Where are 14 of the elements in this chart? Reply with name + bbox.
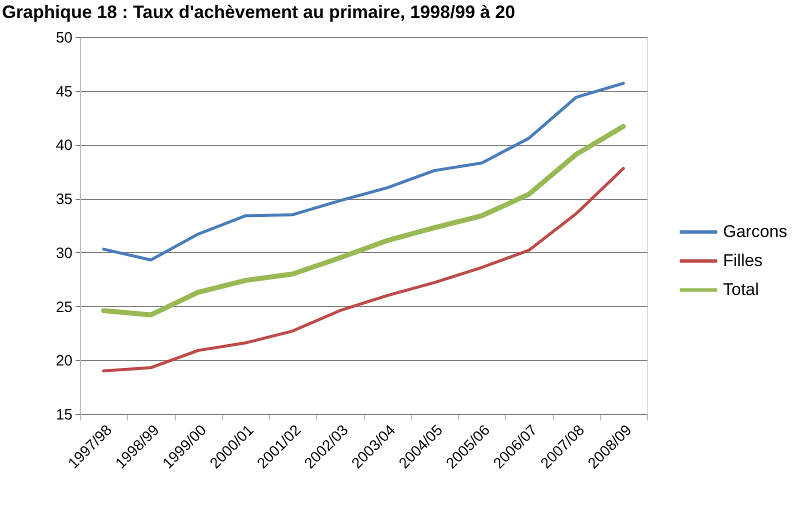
y-tick-label: 30 [56, 244, 72, 262]
legend-label: Filles [723, 251, 763, 270]
y-tick-label: 45 [56, 83, 72, 100]
y-tick-label: 35 [56, 191, 72, 208]
y-tick-label: 20 [56, 352, 72, 370]
legend-label: Total [723, 280, 759, 299]
y-tick-label: 40 [56, 137, 72, 154]
line-series [102, 166, 625, 372]
y-tick-label: 25 [56, 298, 72, 316]
line-series [102, 82, 625, 262]
legend-label: Garcons [723, 222, 788, 241]
y-tick-label: 50 [56, 30, 72, 46]
y-tick-label: 15 [56, 406, 72, 424]
chart-title: Graphique 18 : Taux d'achèvement au primaire, 1998/99 à 20 [2, 2, 516, 22]
